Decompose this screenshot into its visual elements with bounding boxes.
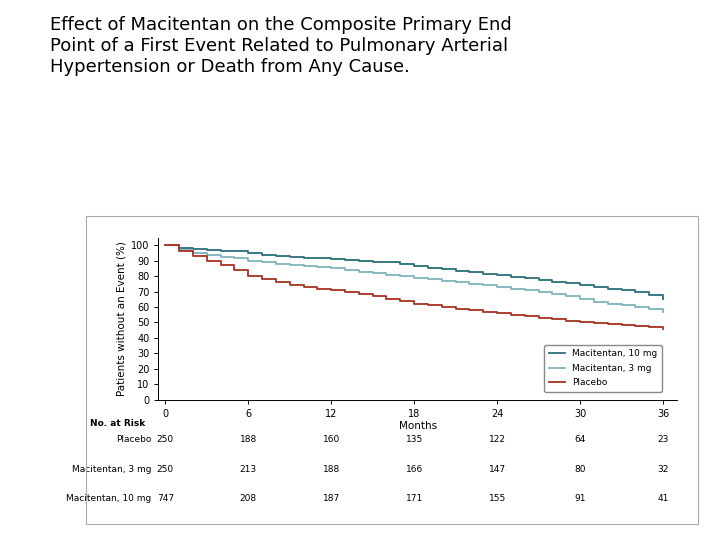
Text: Macitentan, 10 mg: Macitentan, 10 mg bbox=[66, 495, 151, 503]
Legend: Macitentan, 10 mg, Macitentan, 3 mg, Placebo: Macitentan, 10 mg, Macitentan, 3 mg, Pla… bbox=[544, 345, 662, 392]
Text: 122: 122 bbox=[489, 435, 505, 444]
Text: Placebo: Placebo bbox=[116, 435, 151, 444]
Text: 188: 188 bbox=[240, 435, 257, 444]
Text: 250: 250 bbox=[157, 465, 174, 474]
Text: 208: 208 bbox=[240, 495, 257, 503]
Y-axis label: Patients without an Event (%): Patients without an Event (%) bbox=[117, 241, 127, 396]
Text: 155: 155 bbox=[488, 495, 505, 503]
Text: 171: 171 bbox=[405, 495, 423, 503]
Text: 187: 187 bbox=[323, 495, 340, 503]
Text: 23: 23 bbox=[657, 435, 669, 444]
Text: Effect of Macitentan on the Composite Primary End
Point of a First Event Related: Effect of Macitentan on the Composite Pr… bbox=[50, 16, 512, 76]
Text: 188: 188 bbox=[323, 465, 340, 474]
Text: No. at Risk: No. at Risk bbox=[90, 418, 145, 428]
X-axis label: Months: Months bbox=[399, 421, 436, 431]
Text: 64: 64 bbox=[575, 435, 585, 444]
Text: Macitentan, 3 mg: Macitentan, 3 mg bbox=[72, 465, 151, 474]
Text: 32: 32 bbox=[657, 465, 669, 474]
Text: 147: 147 bbox=[489, 465, 505, 474]
Text: 747: 747 bbox=[157, 495, 174, 503]
Text: 41: 41 bbox=[657, 495, 669, 503]
Text: 250: 250 bbox=[157, 435, 174, 444]
Text: 80: 80 bbox=[575, 465, 586, 474]
Text: 213: 213 bbox=[240, 465, 257, 474]
Text: 135: 135 bbox=[405, 435, 423, 444]
Text: 160: 160 bbox=[323, 435, 340, 444]
Text: 166: 166 bbox=[405, 465, 423, 474]
Text: 91: 91 bbox=[575, 495, 586, 503]
